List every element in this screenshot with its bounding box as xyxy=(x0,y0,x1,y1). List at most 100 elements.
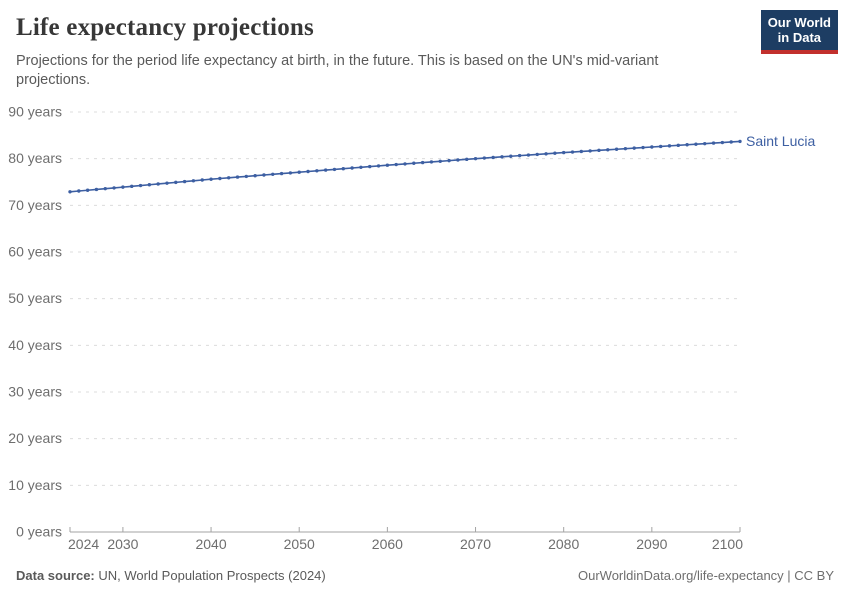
data-point xyxy=(420,160,425,165)
data-point xyxy=(544,152,548,156)
data-point xyxy=(262,173,266,177)
data-point xyxy=(694,142,698,146)
data-point xyxy=(667,144,672,148)
data-point xyxy=(368,164,372,169)
data-point xyxy=(579,149,584,154)
data-point xyxy=(121,185,125,189)
data-source-text: UN, World Population Prospects (2024) xyxy=(94,568,326,583)
data-point xyxy=(323,168,328,172)
owid-logo-line2: in Data xyxy=(777,30,822,46)
page-title: Life expectancy projections xyxy=(16,14,314,41)
y-tick-label: 20 years xyxy=(8,430,62,446)
data-point xyxy=(218,176,222,181)
y-tick-label: 50 years xyxy=(8,290,62,306)
data-point xyxy=(465,157,469,162)
data-point xyxy=(209,177,213,181)
data-point xyxy=(85,188,90,192)
data-point xyxy=(685,143,689,147)
data-point xyxy=(703,141,707,146)
x-tick-label: 2080 xyxy=(548,536,579,552)
data-point xyxy=(68,190,72,194)
data-point xyxy=(412,161,416,165)
data-point xyxy=(526,153,531,157)
data-source-note: Data source: UN, World Population Prospe… xyxy=(16,568,326,583)
data-point xyxy=(429,160,434,164)
series-line xyxy=(69,140,741,193)
chart-footer: Data source: UN, World Population Prospe… xyxy=(16,568,834,583)
data-point xyxy=(606,148,610,152)
data-point xyxy=(447,158,451,163)
data-point xyxy=(315,169,319,173)
owid-logo-line1: Our World xyxy=(767,15,831,30)
data-point xyxy=(614,147,619,151)
data-point xyxy=(200,178,204,182)
data-point xyxy=(561,150,566,155)
data-point xyxy=(738,139,742,144)
data-point xyxy=(341,167,345,171)
y-tick-label: 70 years xyxy=(8,197,62,213)
data-point xyxy=(632,146,636,150)
data-point xyxy=(306,169,310,174)
data-point xyxy=(156,182,160,186)
y-tick-label: 60 years xyxy=(8,244,62,260)
data-point xyxy=(623,146,628,151)
data-point xyxy=(253,174,257,178)
x-tick-label: 2090 xyxy=(636,536,667,552)
data-point xyxy=(588,149,592,153)
data-point xyxy=(350,166,354,170)
y-tick-label: 30 years xyxy=(8,384,62,400)
data-point xyxy=(279,171,284,176)
x-tick-label: 2070 xyxy=(460,536,491,552)
y-tick-label: 10 years xyxy=(8,477,62,493)
data-point xyxy=(359,165,363,169)
x-tick-label: 2040 xyxy=(195,536,226,552)
series-end-label: Saint Lucia xyxy=(746,133,815,149)
data-point xyxy=(658,144,663,149)
chart-subtitle: Projections for the period life expectan… xyxy=(16,53,659,89)
data-point xyxy=(130,184,134,189)
data-point xyxy=(244,174,249,179)
data-point xyxy=(535,152,539,157)
y-tick-label: 90 years xyxy=(8,104,62,120)
data-point xyxy=(500,155,504,159)
data-point xyxy=(165,181,169,185)
data-point xyxy=(271,172,275,176)
data-point xyxy=(138,183,143,188)
data-point xyxy=(711,141,716,145)
data-point xyxy=(473,156,478,161)
data-point xyxy=(394,162,398,167)
data-point xyxy=(288,171,293,175)
data-point xyxy=(553,151,557,155)
x-tick-label: 2100 xyxy=(712,536,743,552)
data-point xyxy=(650,145,654,149)
data-point xyxy=(174,180,178,185)
data-point xyxy=(597,148,601,153)
data-point xyxy=(297,170,301,174)
data-point xyxy=(103,186,107,191)
data-point xyxy=(482,156,487,160)
attribution-text: OurWorldinData.org/life-expectancy | CC … xyxy=(577,568,834,583)
data-point xyxy=(147,183,152,187)
x-tick-label: 2050 xyxy=(284,536,315,552)
data-source-label: Data source: xyxy=(16,568,95,583)
data-point xyxy=(720,140,725,145)
data-point xyxy=(403,162,407,166)
data-point xyxy=(182,179,187,184)
data-point xyxy=(641,145,645,150)
y-tick-label: 80 years xyxy=(8,150,62,166)
data-point xyxy=(676,143,680,148)
data-point xyxy=(729,140,733,144)
owid-logo: Our World in Data xyxy=(760,10,838,54)
data-point xyxy=(438,159,442,163)
data-point xyxy=(191,179,196,183)
data-point xyxy=(517,153,522,158)
data-point xyxy=(376,164,381,168)
data-point xyxy=(491,155,495,160)
y-tick-label: 0 years xyxy=(16,524,62,540)
data-point xyxy=(112,186,116,190)
y-tick-label: 40 years xyxy=(8,337,62,353)
data-point xyxy=(332,167,337,172)
data-point xyxy=(570,150,575,154)
